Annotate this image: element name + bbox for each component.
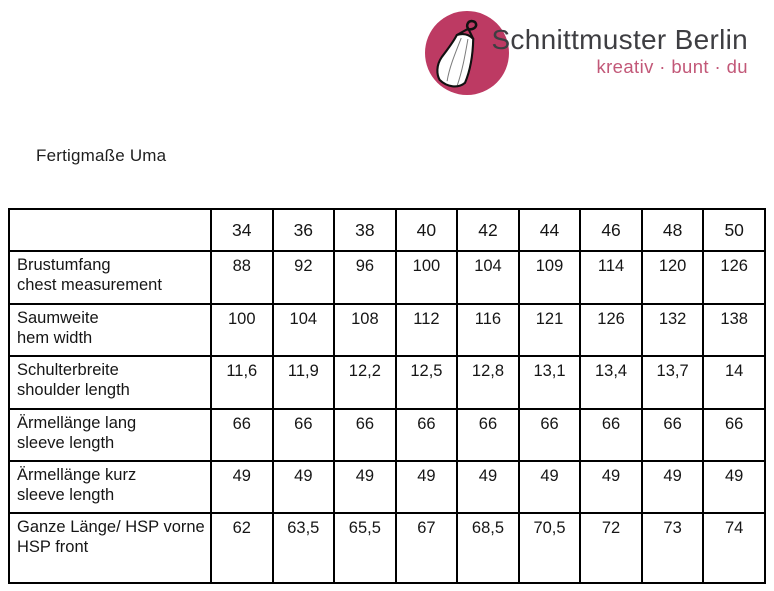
measurement-value-cell: 66 [210, 408, 274, 462]
measurement-label-en: hem width [17, 329, 93, 348]
brand-name: Schnittmuster Berlin [491, 24, 748, 55]
measurement-value-cell: 112 [394, 303, 459, 357]
measurement-label-de: Schulterbreite [17, 361, 119, 379]
measurement-value-cell: 109 [517, 250, 582, 305]
page-title: Fertigmaße Uma [36, 146, 167, 165]
measurement-value-cell: 49 [394, 460, 459, 514]
measurement-value-cell: 138 [702, 303, 766, 357]
measurement-value-cell: 66 [333, 408, 397, 462]
measurement-value-cell: 68,5 [456, 512, 520, 584]
dress-hanger-icon [425, 11, 509, 95]
size-header-cell: 50 [702, 208, 766, 252]
measurement-value-cell: 73 [640, 512, 705, 584]
measurement-label-de: Ganze Länge/ HSP vorne [17, 518, 205, 536]
brand-tagline: kreativ · bunt · du [596, 56, 748, 78]
measurement-value-cell: 96 [333, 250, 397, 305]
measurement-value-cell: 49 [333, 460, 397, 514]
measurement-label-cell: Ärmellänge kurz sleeve length [8, 460, 212, 514]
measurement-value-cell: 13,7 [640, 355, 705, 410]
measurement-label-en: sleeve length [17, 486, 115, 505]
table-row: Ärmellänge lang sleeve length 66 66 66 66 66 66… [8, 408, 766, 462]
brand-text-block: Schnittmuster Berlin kreativ · bunt · du [470, 25, 748, 78]
size-header-cell: 42 [456, 208, 520, 252]
measurement-value-cell: 116 [456, 303, 520, 357]
table-row: Ärmellänge kurz sleeve length 49 49 49 49 49 49… [8, 460, 766, 514]
size-header-row: 34 36 38 40 42 44 46 48 50 [8, 208, 766, 252]
table-row: Ganze Länge/ HSP vorne HSP front 62 63,5 65,… [8, 512, 766, 584]
measurement-value-cell: 66 [640, 408, 705, 462]
measurement-value-cell: 65,5 [333, 512, 397, 584]
measurement-value-cell: 66 [394, 408, 459, 462]
measurement-label-cell: Saumweite hem width [8, 303, 212, 357]
measurement-label-cell: Schulterbreite shoulder length [8, 355, 212, 410]
measurement-value-cell: 12,5 [394, 355, 459, 410]
measurement-value-cell: 126 [579, 303, 643, 357]
measurement-value-cell: 88 [210, 250, 274, 305]
measurement-label-cell: Ganze Länge/ HSP vorne HSP front [8, 512, 212, 584]
measurement-label-en: sleeve length [17, 434, 115, 453]
measurement-label-cell: Brustumfang chest measurement [8, 250, 212, 305]
measurement-value-cell: 72 [579, 512, 643, 584]
measurement-value-cell: 49 [640, 460, 705, 514]
measurement-label-cell: Ärmellänge lang sleeve length [8, 408, 212, 462]
size-header-empty-cell [8, 208, 212, 252]
measurement-value-cell: 66 [579, 408, 643, 462]
measurement-value-cell: 13,1 [517, 355, 582, 410]
measurement-label-de: Ärmellänge lang [17, 414, 137, 432]
measurement-label-de: Ärmellänge kurz [17, 466, 137, 484]
size-header-cell: 34 [210, 208, 274, 252]
measurement-value-cell: 108 [333, 303, 397, 357]
measurement-value-cell: 66 [517, 408, 582, 462]
measurement-value-cell: 66 [271, 408, 336, 462]
measurement-value-cell: 126 [702, 250, 766, 305]
measurement-value-cell: 92 [271, 250, 336, 305]
measurement-value-cell: 14 [702, 355, 766, 410]
measurement-label-de: Brustumfang [17, 256, 111, 274]
size-header-cell: 36 [271, 208, 336, 252]
table-row: Schulterbreite shoulder length 11,6 11,9 12,… [8, 355, 766, 410]
size-header-cell: 38 [333, 208, 397, 252]
measurement-value-cell: 62 [210, 512, 274, 584]
table-row: Saumweite hem width 100 104 108 112 116 121 126 1… [8, 303, 766, 357]
measurement-value-cell: 11,6 [210, 355, 274, 410]
measurement-value-cell: 132 [640, 303, 705, 357]
measurement-value-cell: 67 [394, 512, 459, 584]
measurement-value-cell: 104 [456, 250, 520, 305]
measurement-value-cell: 74 [702, 512, 766, 584]
measurement-value-cell: 13,4 [579, 355, 643, 410]
measurement-value-cell: 49 [271, 460, 336, 514]
measurement-label-en: HSP front [17, 538, 89, 557]
measurement-value-cell: 49 [702, 460, 766, 514]
measurement-value-cell: 66 [702, 408, 766, 462]
measurement-value-cell: 70,5 [517, 512, 582, 584]
measurement-rows: Brustumfang chest measurement 88 92 96 100 104… [8, 250, 766, 584]
measurement-label-en: chest measurement [17, 276, 162, 295]
measurement-label-en: shoulder length [17, 381, 130, 400]
measurement-value-cell: 114 [579, 250, 643, 305]
measurement-value-cell: 12,2 [333, 355, 397, 410]
size-header-cell: 48 [640, 208, 705, 252]
measurement-label-de: Saumweite [17, 309, 99, 327]
measurement-value-cell: 66 [456, 408, 520, 462]
brand-logo [425, 11, 509, 95]
measurement-value-cell: 49 [210, 460, 274, 514]
measurement-value-cell: 100 [394, 250, 459, 305]
size-header-cell: 46 [579, 208, 643, 252]
size-header-cell: 40 [394, 208, 459, 252]
size-header-cell: 44 [517, 208, 582, 252]
measurement-value-cell: 120 [640, 250, 705, 305]
size-chart-table: 34 36 38 40 42 44 46 48 50 Brustumfang chest meas… [8, 208, 766, 584]
table-row: Brustumfang chest measurement 88 92 96 100 104… [8, 250, 766, 305]
measurement-value-cell: 11,9 [271, 355, 336, 410]
measurement-value-cell: 49 [579, 460, 643, 514]
measurement-value-cell: 104 [271, 303, 336, 357]
measurement-value-cell: 121 [517, 303, 582, 357]
measurement-value-cell: 63,5 [271, 512, 336, 584]
measurement-value-cell: 100 [210, 303, 274, 357]
measurement-value-cell: 49 [456, 460, 520, 514]
measurement-value-cell: 12,8 [456, 355, 520, 410]
measurement-value-cell: 49 [517, 460, 582, 514]
